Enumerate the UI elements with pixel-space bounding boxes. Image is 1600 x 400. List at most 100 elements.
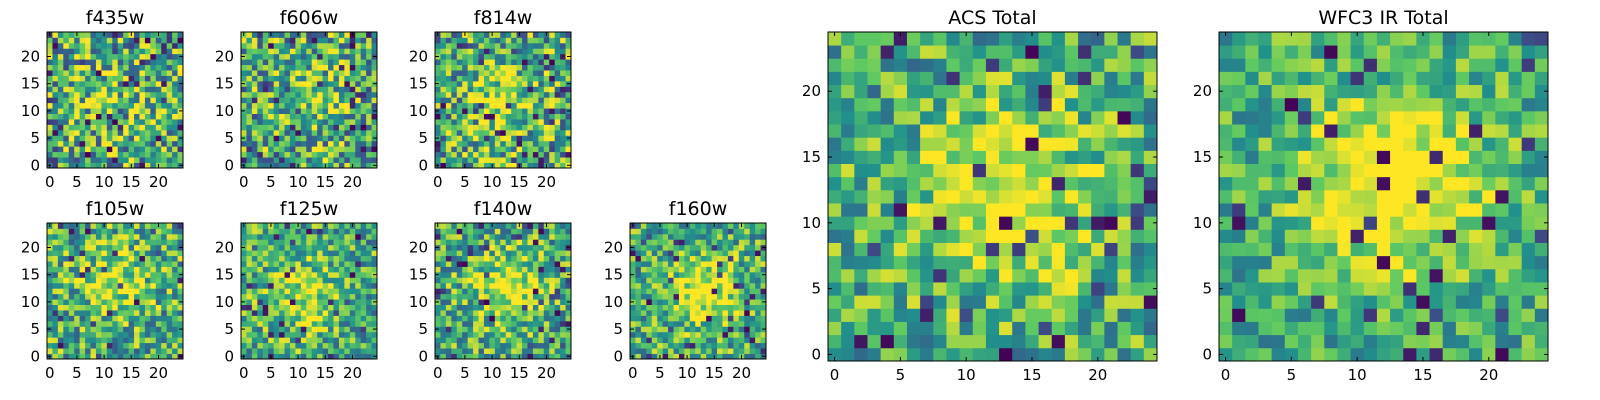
- heatmap-cell: [366, 228, 372, 235]
- heatmap-cell: [246, 342, 253, 349]
- heatmap-cell: [500, 331, 507, 338]
- heatmap-cell: [128, 108, 135, 114]
- heatmap-cell: [494, 261, 501, 267]
- heatmap-cell: [95, 310, 102, 316]
- heatmap-cell: [933, 216, 947, 230]
- heatmap-cell: [279, 64, 285, 71]
- heatmap-cell: [155, 151, 162, 158]
- heatmap-cell: [134, 304, 140, 311]
- heatmap-cell: [144, 59, 151, 66]
- heatmap-cell: [74, 113, 81, 120]
- heatmap-cell: [101, 108, 108, 114]
- heatmap-cell: [68, 299, 75, 305]
- heatmap-cell: [52, 342, 59, 349]
- heatmap-cell: [1078, 295, 1092, 309]
- heatmap-cell: [366, 315, 372, 322]
- heatmap-cell: [532, 75, 539, 82]
- heatmap-cell: [268, 42, 275, 49]
- heatmap-cell: [445, 315, 452, 322]
- heatmap-cell: [47, 261, 53, 267]
- heatmap-cell: [554, 244, 561, 251]
- heatmap-cell: [112, 113, 119, 120]
- heatmap-cell: [300, 32, 307, 38]
- heatmap-cell: [494, 32, 501, 38]
- heatmap-cell: [52, 124, 59, 131]
- heatmap-cell: [505, 59, 512, 66]
- heatmap-cell: [349, 102, 356, 109]
- heatmap-cell: [494, 108, 501, 114]
- heatmap-cell: [355, 53, 362, 60]
- heatmap-cell: [646, 228, 653, 235]
- heatmap-cell: [366, 326, 372, 333]
- heatmap-cell: [106, 135, 113, 142]
- heatmap-cell: [257, 162, 264, 169]
- heatmap-cell: [451, 337, 458, 344]
- heatmap-cell: [440, 228, 447, 235]
- heatmap-cell: [344, 326, 351, 333]
- heatmap-cell: [144, 261, 151, 267]
- heatmap-cell: [371, 282, 378, 289]
- heatmap-cell: [155, 48, 162, 55]
- heatmap-cell: [246, 80, 253, 87]
- heatmap-cell: [985, 334, 1000, 349]
- heatmap-cell: [516, 135, 523, 142]
- heatmap-cell: [489, 86, 496, 93]
- heatmap-cell: [262, 293, 269, 300]
- heatmap-cell: [79, 86, 86, 93]
- heatmap-cell: [355, 315, 362, 322]
- heatmap-cell: [538, 59, 545, 66]
- heatmap-cell: [101, 337, 108, 344]
- heatmap-cell: [505, 342, 512, 349]
- heatmap-cell: [273, 315, 280, 322]
- heatmap-cell: [543, 37, 550, 44]
- heatmap-cell: [522, 102, 528, 109]
- heatmap-cell: [155, 64, 162, 71]
- heatmap-cell: [668, 304, 674, 311]
- heatmap-cell: [483, 157, 490, 163]
- heatmap-cell: [273, 299, 280, 305]
- heatmap-cell: [74, 37, 81, 44]
- heatmap-cell: [717, 293, 723, 300]
- heatmap-cell: [440, 124, 447, 131]
- heatmap-cell: [366, 48, 372, 55]
- heatmap-cell: [880, 242, 895, 257]
- heatmap-cell: [473, 162, 479, 169]
- heatmap-cell: [172, 59, 178, 66]
- heatmap-cell: [543, 266, 550, 273]
- heatmap-cell: [456, 124, 463, 131]
- heatmap-cell: [451, 151, 458, 158]
- heatmap-cell: [112, 244, 119, 251]
- heatmap-cell: [473, 32, 479, 38]
- heatmap-cell: [1012, 282, 1026, 296]
- heatmap-cell: [689, 293, 696, 300]
- heatmap-cell: [257, 129, 264, 136]
- heatmap-cell: [867, 163, 882, 178]
- heatmap-cell: [744, 353, 751, 360]
- heatmap-cell: [549, 228, 556, 235]
- heatmap-cell: [946, 347, 960, 362]
- heatmap-cell: [494, 162, 501, 169]
- heatmap-cell: [1078, 282, 1092, 296]
- heatmap-cell: [144, 97, 151, 104]
- heatmap-cell: [722, 228, 729, 235]
- heatmap-cell: [241, 315, 247, 322]
- heatmap-cell: [338, 310, 345, 316]
- heatmap-cell: [177, 32, 184, 38]
- heatmap-cell: [532, 310, 539, 316]
- heatmap-cell: [139, 86, 146, 93]
- heatmap-cell: [251, 162, 258, 169]
- heatmap-cell: [549, 113, 556, 120]
- heatmap-cell: [1091, 189, 1105, 204]
- heatmap-cell: [57, 37, 64, 44]
- heatmap-cell: [467, 288, 474, 295]
- heatmap-cell: [733, 223, 740, 229]
- heatmap-cell: [90, 250, 97, 257]
- heatmap-cell: [646, 348, 653, 354]
- heatmap-cell: [440, 310, 447, 316]
- heatmap-cell: [651, 288, 658, 295]
- heatmap-cell: [90, 233, 97, 240]
- heatmap-cell: [306, 157, 313, 163]
- heatmap-cell: [700, 277, 707, 284]
- heatmap-cell: [651, 261, 658, 267]
- heatmap-cell: [478, 288, 485, 295]
